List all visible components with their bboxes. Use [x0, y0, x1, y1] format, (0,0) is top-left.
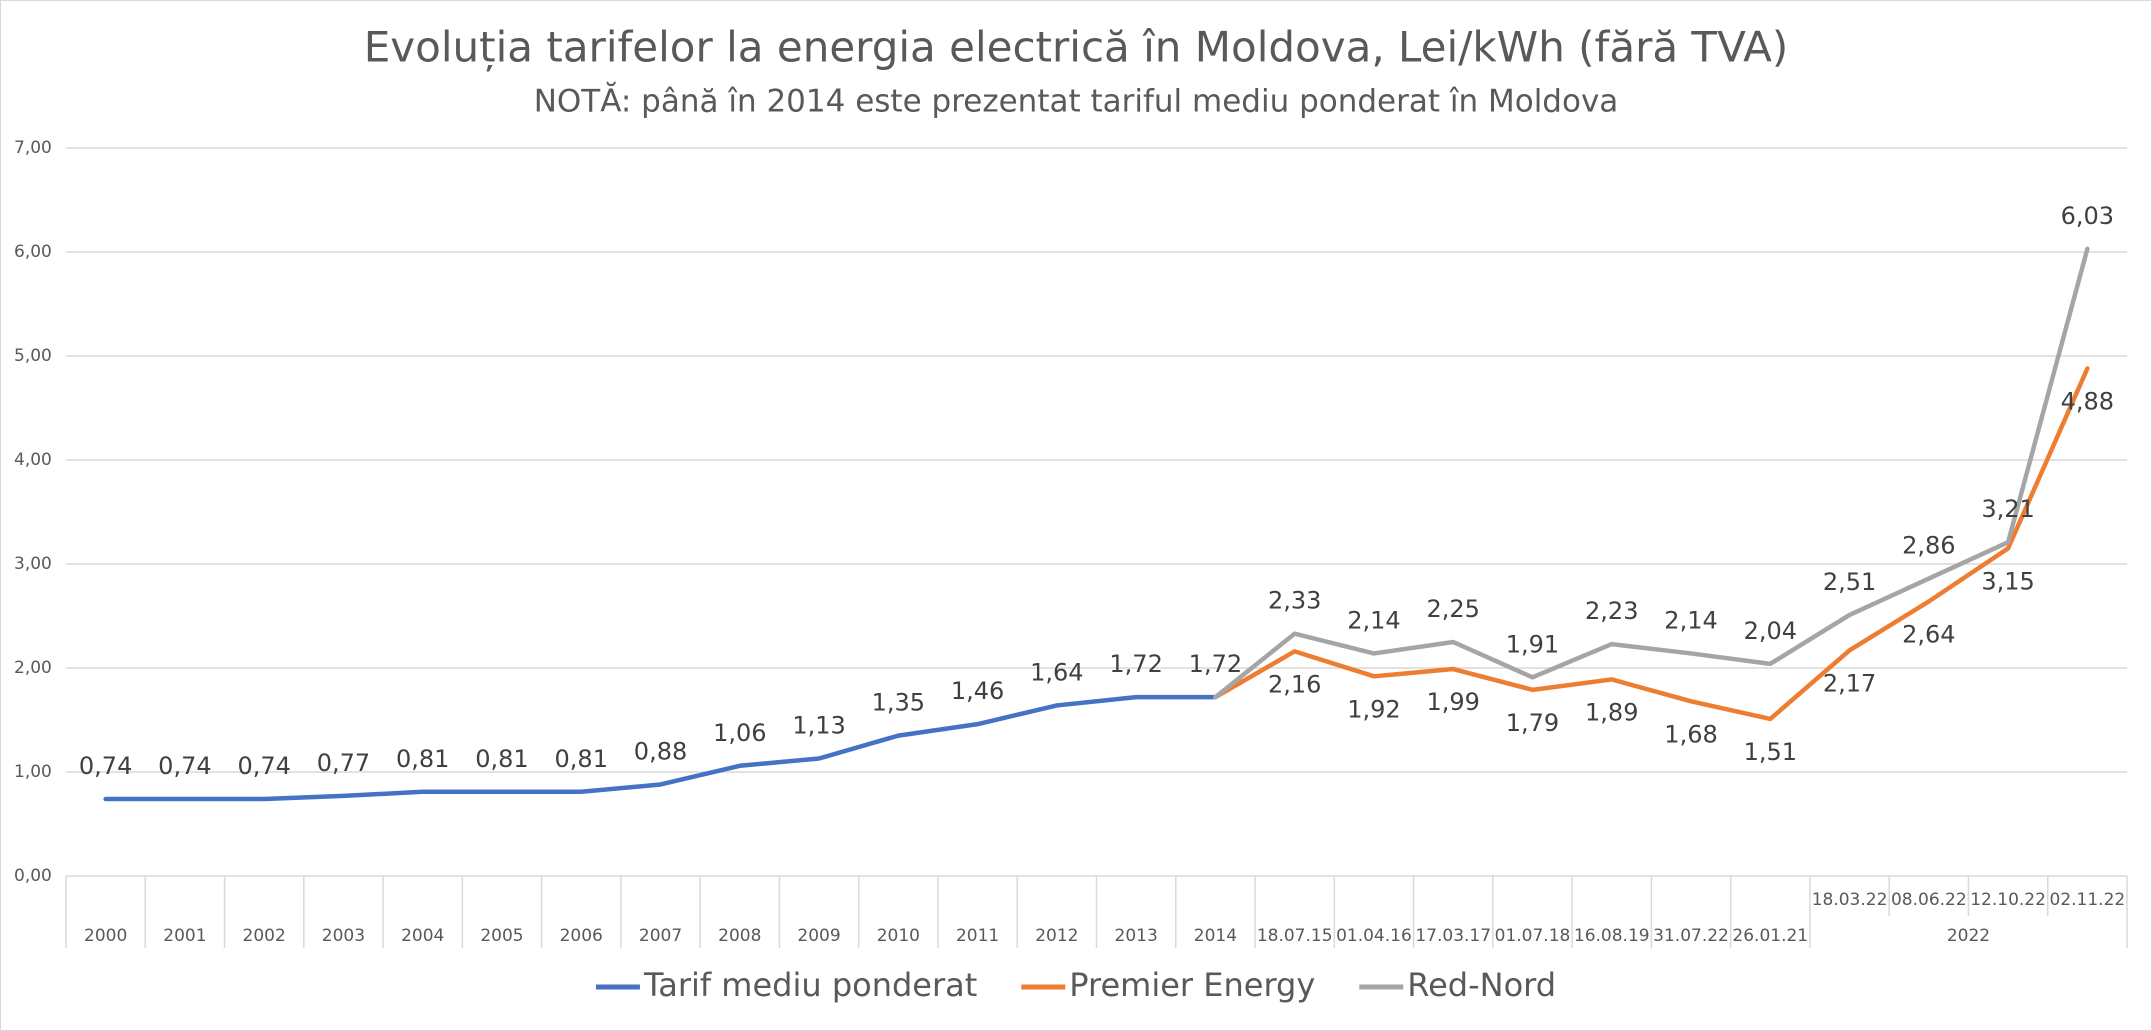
x-tick-label: 2004 [401, 926, 444, 946]
data-label: 1,72 [1109, 650, 1162, 678]
y-tick-label: 1,00 [14, 762, 52, 782]
data-label: 1,51 [1744, 738, 1797, 766]
x-tick-label: 2007 [639, 926, 682, 946]
x-tick-label: 01.07.18 [1495, 926, 1571, 946]
data-label: 2,16 [1268, 670, 1321, 698]
data-label: 2,33 [1268, 587, 1321, 615]
x-tick-label: 18.03.22 [1812, 890, 1888, 910]
x-tick-label: 2005 [480, 926, 523, 946]
data-label: 1,06 [713, 719, 766, 747]
x-tick-label: 26.01.21 [1732, 926, 1808, 946]
x-tick-label: 2003 [322, 926, 365, 946]
data-label: 2,23 [1585, 597, 1638, 625]
data-label: 1,92 [1347, 695, 1400, 723]
x-tick-label: 17.03.17 [1415, 926, 1491, 946]
chart-subtitle: NOTĂ: până în 2014 este prezentat tarifu… [534, 83, 1619, 120]
y-tick-label: 5,00 [14, 346, 52, 366]
y-tick-label: 7,00 [14, 138, 52, 158]
chart-title: Evoluția tarifelor la energia electrică … [364, 23, 1789, 72]
data-label: 2,04 [1744, 617, 1797, 645]
x-tick-label: 16.08.19 [1574, 926, 1650, 946]
data-label: 2,14 [1347, 606, 1400, 634]
data-label: 1,99 [1426, 688, 1479, 716]
data-label: 0,74 [237, 752, 290, 780]
y-tick-label: 3,00 [14, 554, 52, 574]
category-group-label: 2022 [1947, 926, 1990, 946]
data-label: 2,86 [1902, 532, 1955, 560]
x-tick-label: 2008 [718, 926, 761, 946]
x-tick-label: 2014 [1194, 926, 1237, 946]
data-label: 1,72 [1189, 650, 1242, 678]
legend-label: Red-Nord [1407, 966, 1556, 1004]
data-label: 3,21 [1981, 495, 2034, 523]
x-tick-label: 2009 [797, 926, 840, 946]
x-tick-label: 2012 [1035, 926, 1078, 946]
x-tick-label: 12.10.22 [1970, 890, 2046, 910]
data-label: 2,51 [1823, 568, 1876, 596]
data-label: 6,03 [2061, 202, 2114, 230]
data-label: 0,81 [555, 745, 608, 773]
data-label: 1,89 [1585, 698, 1638, 726]
data-label: 1,79 [1506, 709, 1559, 737]
data-label: 1,35 [872, 689, 925, 717]
data-label: 2,17 [1823, 669, 1876, 697]
data-label: 4,88 [2061, 387, 2114, 415]
x-tick-label: 2001 [163, 926, 206, 946]
data-label: 1,46 [951, 677, 1004, 705]
series-line [1213, 366, 2090, 722]
x-tick-label: 2000 [84, 926, 127, 946]
data-label: 1,13 [792, 711, 845, 739]
data-label: 0,88 [634, 737, 687, 765]
x-tick-label: 2010 [877, 926, 920, 946]
data-label: 0,77 [317, 749, 370, 777]
x-tick-label: 18.07.15 [1257, 926, 1333, 946]
series-line [103, 694, 1218, 802]
x-tick-label: 01.04.16 [1336, 926, 1412, 946]
data-label: 2,64 [1902, 620, 1955, 648]
y-tick-label: 0,00 [14, 866, 52, 886]
x-tick-label: 31.07.22 [1653, 926, 1729, 946]
data-label: 0,74 [158, 752, 211, 780]
data-label: 0,81 [396, 745, 449, 773]
x-tick-label: 2011 [956, 926, 999, 946]
data-label: 1,91 [1506, 630, 1559, 658]
legend-label: Tarif mediu ponderat [643, 966, 977, 1004]
x-tick-label: 2006 [560, 926, 603, 946]
y-tick-label: 2,00 [14, 658, 52, 678]
data-label: 3,15 [1981, 567, 2034, 595]
x-tick-label: 2013 [1115, 926, 1158, 946]
legend-label: Premier Energy [1069, 966, 1315, 1004]
data-label: 1,64 [1030, 658, 1083, 686]
data-label: 0,81 [475, 745, 528, 773]
data-label: 1,68 [1664, 720, 1717, 748]
series-line [1213, 246, 2090, 700]
x-tick-label: 2002 [243, 926, 286, 946]
data-label: 2,14 [1664, 606, 1717, 634]
x-tick-label: 02.11.22 [2050, 890, 2126, 910]
y-tick-label: 4,00 [14, 450, 52, 470]
data-label: 2,25 [1426, 595, 1479, 623]
x-tick-label: 08.06.22 [1891, 890, 1967, 910]
y-tick-label: 6,00 [14, 242, 52, 262]
data-label: 0,74 [79, 752, 132, 780]
